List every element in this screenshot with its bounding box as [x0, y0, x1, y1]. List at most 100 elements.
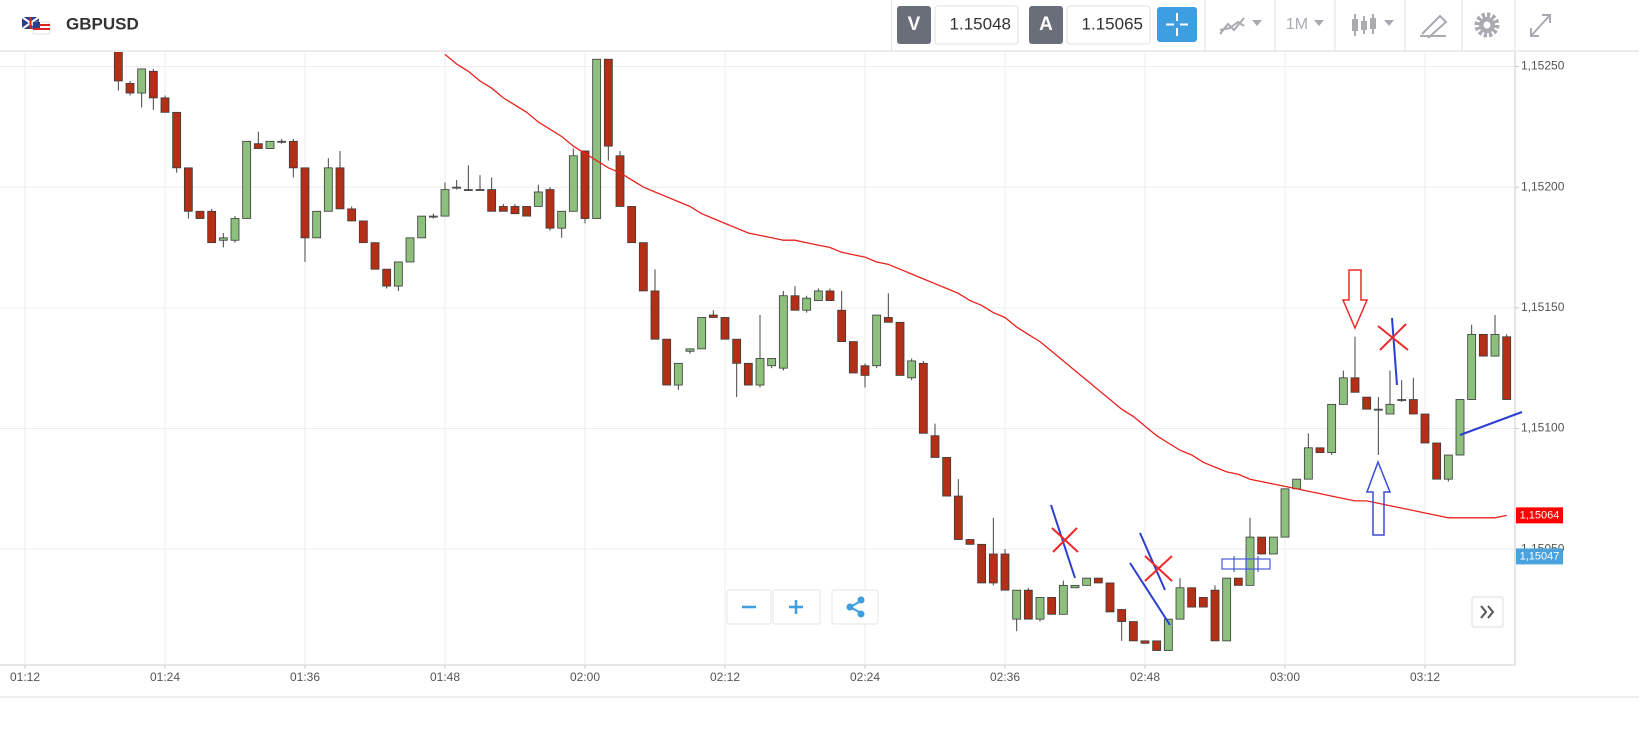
y-tick-label: 1,15150 [1521, 300, 1565, 314]
candle-body [440, 189, 450, 217]
candle-body [918, 362, 928, 434]
candle-body [1128, 621, 1138, 642]
x-tick-label: 01:24 [150, 670, 180, 684]
candle-body [615, 155, 625, 207]
candle-body [580, 150, 590, 219]
bid-box[interactable] [934, 5, 1019, 45]
symbol: GBPUSD [66, 14, 139, 33]
indicator-button[interactable] [1219, 17, 1262, 35]
candle-body [382, 268, 392, 287]
candle-body [323, 167, 333, 212]
candle-body [1490, 333, 1500, 357]
candle-body [1152, 640, 1162, 651]
candle-body [1303, 447, 1313, 480]
candle-body [813, 290, 823, 301]
candle-body [498, 206, 508, 212]
cross-mark[interactable] [1052, 527, 1078, 553]
candle-body [953, 495, 963, 540]
candle-body [1117, 609, 1127, 622]
scroll-right-button[interactable] [1471, 596, 1504, 628]
candle-body [253, 143, 263, 149]
drawings [1050, 269, 1523, 626]
candle-body [837, 309, 847, 343]
toolbar-separators [1204, 0, 1516, 51]
ask-badge[interactable] [1029, 6, 1063, 44]
candle-body [195, 210, 205, 219]
candle-body [988, 553, 998, 584]
candle-body [288, 140, 298, 169]
zoom-in-button[interactable] [772, 589, 821, 625]
candle-body [1338, 377, 1348, 405]
candle-body [848, 341, 858, 374]
candle-body [1467, 333, 1477, 400]
candle-body [172, 111, 182, 169]
candle-body [930, 435, 940, 458]
candle-body [778, 295, 788, 369]
share-button[interactable] [831, 589, 879, 625]
candle-body [1408, 399, 1418, 415]
arrow-up[interactable] [1365, 459, 1392, 536]
candle-body [767, 358, 777, 367]
bid-badge[interactable] [897, 6, 931, 44]
cross-mark[interactable] [1379, 323, 1407, 351]
trend-line[interactable] [1391, 317, 1398, 386]
candle-body [1105, 582, 1115, 613]
ask-label: A [1039, 14, 1053, 35]
candle-body [347, 208, 357, 222]
candle-body [1198, 597, 1208, 608]
toolbar [0, 0, 1639, 51]
cross-mark[interactable] [1144, 555, 1173, 582]
candle-body [825, 290, 835, 301]
candle-body [1315, 447, 1325, 454]
candle-body [463, 189, 473, 191]
candle-body [1222, 577, 1232, 642]
candle-body [1047, 597, 1057, 615]
trend-line[interactable] [1459, 411, 1523, 436]
x-tick-label: 02:48 [1130, 670, 1160, 684]
candle-body [1397, 399, 1407, 401]
candle-body [218, 237, 228, 241]
candle-body [137, 68, 147, 94]
candle-body [662, 338, 672, 386]
candle-body [627, 206, 637, 244]
candle-body [965, 539, 975, 545]
drawing-tools-button[interactable] [1420, 14, 1448, 39]
candle-body [860, 365, 870, 376]
candle-body [1058, 584, 1068, 615]
candle-body [1093, 577, 1103, 584]
x-tick-label: 01:12 [10, 670, 40, 684]
candle-body [417, 215, 427, 239]
ask-box[interactable] [1066, 5, 1151, 45]
candle-body [1257, 536, 1267, 555]
candle-body [802, 297, 812, 311]
arrow-down[interactable] [1341, 269, 1369, 330]
timeframe[interactable]: 1M [1286, 16, 1308, 33]
candle-body [428, 215, 438, 218]
ask-price: 1.15065 [1082, 14, 1143, 33]
rectangle-drawing[interactable] [1221, 556, 1271, 572]
trend-line[interactable] [1139, 532, 1166, 591]
candle-body [1280, 488, 1290, 538]
crosshair-button[interactable] [1157, 7, 1197, 42]
x-tick-label: 02:12 [710, 670, 740, 684]
candle-body [1327, 403, 1337, 454]
plot [113, 52, 1512, 651]
zoom-out-button[interactable] [726, 589, 772, 625]
candle-body [113, 52, 123, 82]
candle-body [1175, 587, 1185, 620]
candle-body [207, 210, 217, 244]
candle-body [265, 140, 275, 149]
candle-body [1233, 577, 1243, 586]
chart-type-button[interactable] [1352, 14, 1394, 36]
candle-body [230, 218, 240, 241]
candle-body [732, 338, 742, 364]
candle-body [160, 97, 170, 113]
settings-button[interactable] [1474, 12, 1500, 38]
candle-body [872, 314, 882, 367]
fullscreen-button[interactable] [1530, 14, 1551, 37]
y-tick-label: 1,15200 [1521, 179, 1565, 193]
candle-body [708, 314, 718, 318]
trend-line[interactable] [1129, 562, 1171, 626]
x-tick-label: 02:36 [990, 670, 1020, 684]
